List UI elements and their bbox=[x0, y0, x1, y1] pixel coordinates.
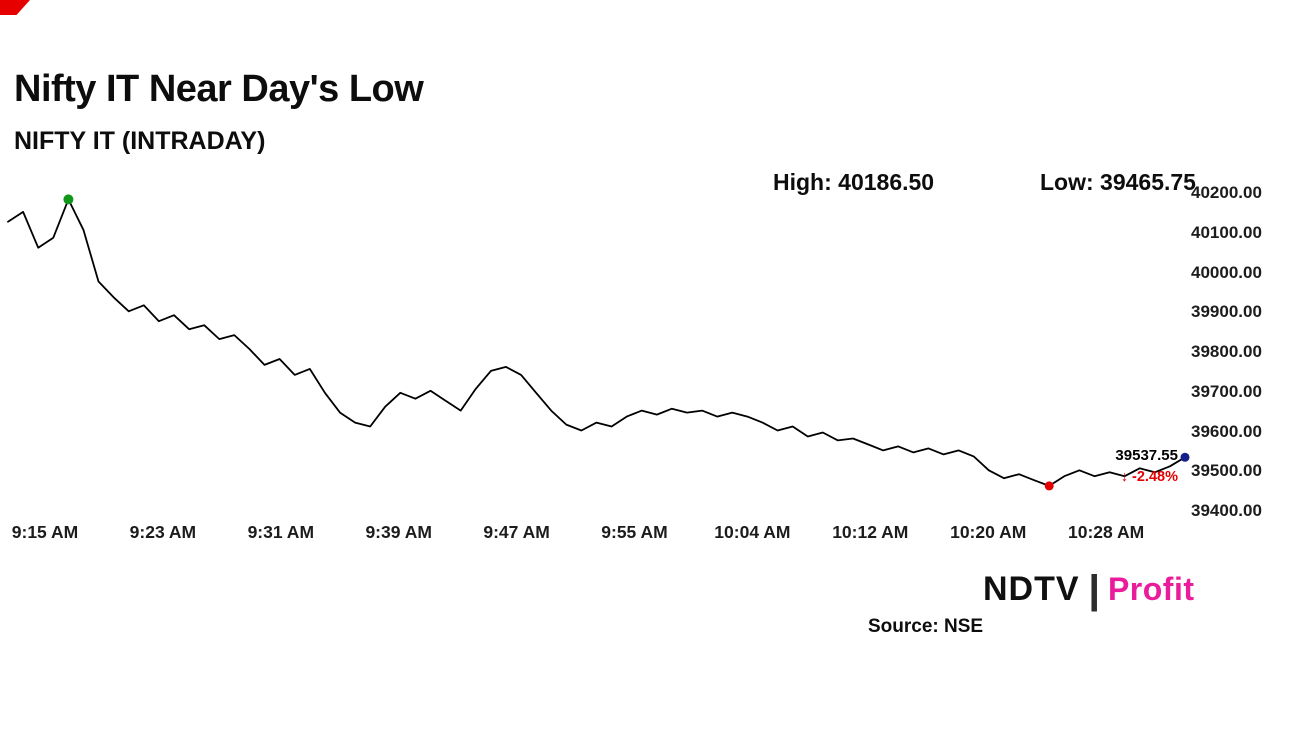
y-axis-label: 40100.00 bbox=[1191, 222, 1262, 242]
price-line bbox=[7, 198, 1186, 487]
y-axis-label: 40000.00 bbox=[1191, 262, 1262, 282]
last-price-label: 39537.55 bbox=[1115, 447, 1178, 465]
y-axis-label: 40200.00 bbox=[1191, 183, 1262, 202]
chart-area: 40200.00 40100.00 40000.00 39900.00 39800.00… bbox=[0, 180, 1296, 560]
y-axis-label: 39800.00 bbox=[1191, 342, 1262, 361]
ndtv-logo-text: NDTV bbox=[983, 570, 1080, 608]
last-marker-dot bbox=[1180, 452, 1190, 462]
last-price-callout: 39537.55 ↓ -2.48% bbox=[1040, 448, 1178, 485]
chart-subtitle: NIFTY IT (INTRADAY) bbox=[14, 127, 266, 155]
x-axis-label: 10:28 AM bbox=[1068, 522, 1145, 542]
y-axis-label: 39400.00 bbox=[1191, 501, 1262, 520]
high-value-label: High: 40186.50 bbox=[773, 169, 935, 195]
y-axis-label: 39500.00 bbox=[1191, 461, 1262, 481]
x-axis-label: 9:23 AM bbox=[129, 522, 197, 542]
x-axis-label: 9:39 AM bbox=[365, 522, 432, 542]
high-marker-dot bbox=[63, 194, 74, 205]
low-marker-dot bbox=[1044, 481, 1054, 491]
x-axis-label: 10:20 AM bbox=[950, 522, 1027, 542]
ndtv-profit-logo: NDTV | Profit bbox=[983, 567, 1195, 612]
x-axis-label: 9:47 AM bbox=[483, 522, 550, 542]
x-axis-label: 9:31 AM bbox=[247, 522, 315, 542]
change-percent-label: ↓ -2.48% bbox=[1120, 469, 1178, 486]
profit-logo-text: Profit bbox=[1107, 571, 1195, 607]
source-attribution: Source: NSE bbox=[868, 616, 984, 637]
y-axis-label: 39700.00 bbox=[1191, 381, 1262, 401]
x-axis-label: 10:12 AM bbox=[832, 522, 909, 542]
page-title: Nifty IT Near Day's Low bbox=[14, 68, 424, 110]
logo-separator-icon: | bbox=[1084, 567, 1103, 612]
corner-red-mark bbox=[0, 0, 30, 15]
y-axis-label: 39900.00 bbox=[1191, 302, 1262, 322]
y-axis-label: 39600.00 bbox=[1191, 421, 1262, 441]
x-axis-label: 9:15 AM bbox=[11, 522, 79, 542]
x-axis-label: 10:04 AM bbox=[714, 522, 791, 542]
price-line-chart bbox=[7, 194, 1190, 491]
x-axis-label: 9:55 AM bbox=[601, 522, 668, 542]
low-value-label: Low: 39465.75 bbox=[1040, 169, 1196, 195]
